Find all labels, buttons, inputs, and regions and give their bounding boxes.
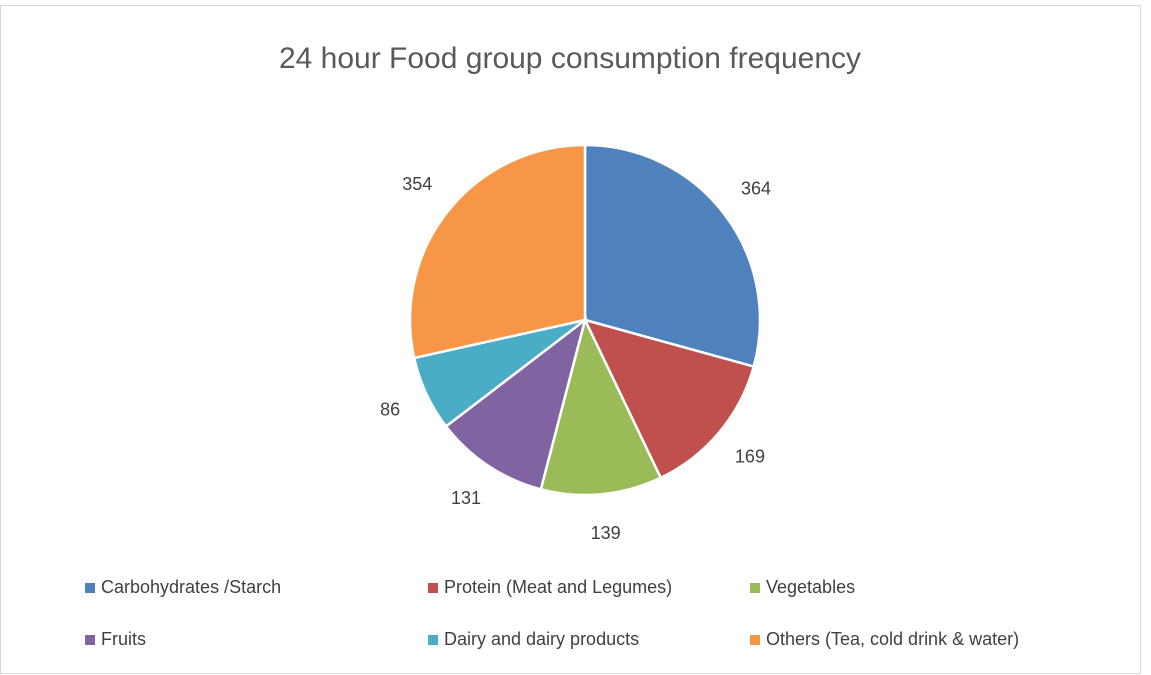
- pie-slice: [444, 316, 588, 491]
- legend-label: Carbohydrates /Starch: [101, 577, 281, 597]
- data-label: 86: [380, 400, 400, 420]
- data-label: 364: [741, 178, 771, 198]
- chart-title: 24 hour Food group consumption frequency: [279, 42, 861, 75]
- pie-slice: [582, 318, 756, 480]
- legend-swatch: [428, 583, 438, 593]
- data-label: 139: [591, 523, 621, 543]
- data-label: 354: [402, 174, 432, 194]
- data-label: 131: [451, 488, 481, 508]
- legend-swatch: [428, 635, 438, 645]
- legend-label: Dairy and dairy products: [444, 629, 639, 649]
- legend-label: Vegetables: [766, 577, 855, 597]
- legend-label: Fruits: [101, 629, 146, 649]
- legend-swatch: [85, 583, 95, 593]
- legend-swatch: [750, 583, 760, 593]
- legend-swatch: [85, 635, 95, 645]
- legend-label: Others (Tea, cold drink & water): [766, 629, 1019, 649]
- pie-slice: [539, 316, 663, 497]
- pie-slice: [408, 143, 587, 360]
- legend-label: Protein (Meat and Legumes): [444, 577, 672, 597]
- legend-swatch: [750, 635, 760, 645]
- data-label: 169: [735, 447, 765, 467]
- pie-slice: [583, 143, 762, 369]
